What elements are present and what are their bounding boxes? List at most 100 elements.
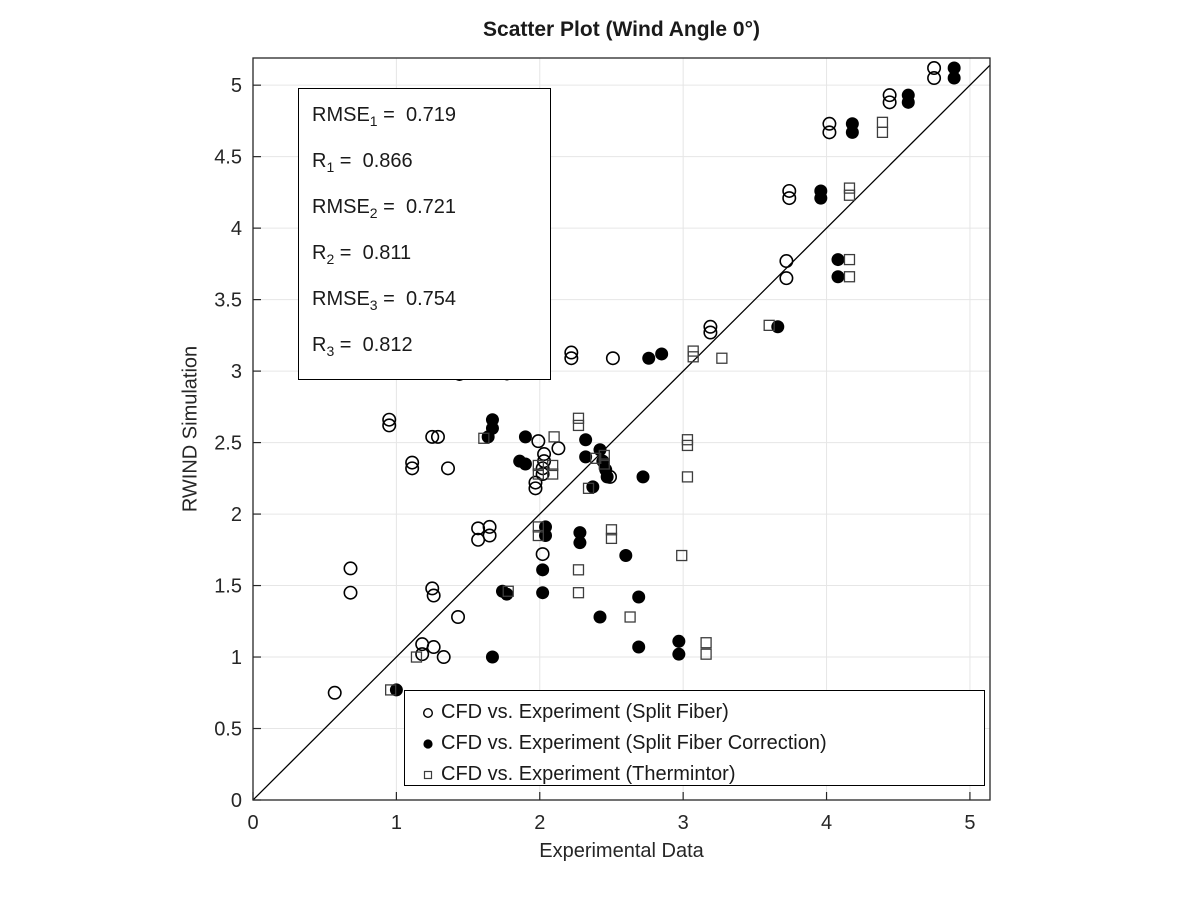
data-point	[822, 125, 837, 140]
data-point	[485, 421, 499, 435]
data-point	[947, 71, 961, 85]
data-point	[843, 182, 856, 194]
data-point	[382, 412, 397, 427]
y-tick-label: 1	[231, 647, 242, 669]
y-tick-label: 0.5	[214, 719, 242, 741]
legend-item-label: CFD vs. Experiment (Split Fiber Correcti…	[441, 732, 827, 754]
data-point	[779, 254, 794, 269]
data-point	[593, 610, 607, 624]
data-point	[822, 116, 837, 131]
data-point	[532, 459, 544, 472]
data-point	[573, 526, 587, 540]
data-point	[551, 441, 566, 456]
x-axis-label: Experimental Data	[539, 840, 704, 862]
data-point	[485, 650, 499, 664]
data-point	[547, 468, 559, 480]
y-tick-label: 2	[231, 504, 242, 526]
data-point	[389, 683, 403, 697]
data-point	[831, 253, 845, 267]
data-point	[632, 640, 646, 654]
data-point	[700, 648, 712, 660]
data-point	[405, 461, 420, 476]
data-point	[687, 345, 699, 357]
stats-line: R2 = 0.811	[312, 242, 412, 267]
data-point	[531, 434, 546, 449]
data-point	[410, 651, 423, 663]
legend-item-label: CFD vs. Experiment (Thermintor)	[441, 763, 736, 785]
data-point	[564, 345, 579, 360]
data-point	[537, 454, 552, 469]
data-point	[535, 547, 550, 562]
x-tick-label: 4	[821, 812, 832, 834]
data-point	[624, 611, 636, 623]
data-point	[763, 319, 775, 331]
data-point	[572, 564, 585, 576]
data-point	[600, 470, 614, 484]
y-tick-label: 0	[231, 790, 242, 812]
stats-box: RMSE1 = 0.719 R1 = 0.866 RMSE2 = 0.721 R2 =…	[298, 88, 551, 380]
data-point	[605, 351, 620, 366]
x-axis-ticks: 0 1 2 3 4 5	[247, 792, 975, 834]
open-circle-icon	[415, 706, 441, 720]
data-point	[426, 588, 441, 603]
data-point	[876, 116, 889, 128]
data-point	[636, 470, 650, 484]
data-point	[482, 528, 497, 543]
data-point	[845, 125, 859, 139]
data-point	[528, 481, 543, 496]
data-point	[782, 183, 797, 198]
data-point	[436, 650, 451, 665]
y-tick-label: 5	[231, 75, 242, 97]
data-point	[843, 253, 856, 266]
y-tick-label: 3.5	[214, 290, 242, 312]
data-point	[579, 450, 593, 464]
data-point	[547, 459, 559, 472]
data-point	[901, 95, 915, 109]
x-tick-label: 3	[678, 812, 689, 834]
data-point	[343, 585, 358, 600]
data-point	[700, 637, 712, 649]
data-point	[655, 347, 669, 361]
stats-line: RMSE1 = 0.719	[312, 104, 456, 129]
x-tick-label: 2	[534, 812, 545, 834]
data-point	[384, 684, 397, 696]
data-point	[598, 458, 610, 470]
y-axis-ticks: 0 0.5 1 1.5 2 2.5 3 3.5 4 4.5 5	[214, 75, 261, 812]
y-tick-label: 3	[231, 361, 242, 383]
y-tick-label: 4	[231, 218, 242, 240]
data-point	[619, 549, 633, 563]
stats-line: RMSE2 = 0.721	[312, 196, 456, 221]
data-point	[471, 532, 486, 547]
x-tick-label: 1	[391, 812, 402, 834]
data-point	[782, 191, 797, 206]
data-point	[582, 482, 595, 494]
data-point	[537, 447, 552, 462]
data-point	[426, 640, 441, 655]
data-point	[598, 449, 610, 462]
data-point	[632, 590, 646, 604]
chart-title: Scatter Plot (Wind Angle 0°)	[483, 18, 760, 41]
legend-item: CFD vs. Experiment (Split Fiber Correcti…	[415, 728, 984, 759]
stats-line: RMSE3 = 0.754	[312, 288, 456, 313]
data-point	[590, 452, 602, 464]
stats-line: R3 = 0.812	[312, 334, 413, 359]
axes-box	[252, 57, 991, 801]
data-point	[482, 519, 497, 534]
y-tick-label: 2.5	[214, 433, 242, 455]
open-square-icon	[415, 768, 441, 782]
data-point	[382, 418, 397, 433]
data-point	[814, 191, 828, 205]
data-point	[478, 432, 490, 444]
data-point	[518, 430, 532, 444]
data-point	[500, 587, 514, 601]
data-point	[548, 431, 560, 443]
data-point	[564, 351, 579, 366]
data-point	[843, 271, 856, 283]
data-point	[532, 529, 544, 542]
data-point	[415, 647, 430, 662]
data-point	[532, 468, 544, 480]
data-point	[681, 434, 694, 446]
data-point	[536, 586, 550, 600]
data-point	[676, 549, 688, 562]
